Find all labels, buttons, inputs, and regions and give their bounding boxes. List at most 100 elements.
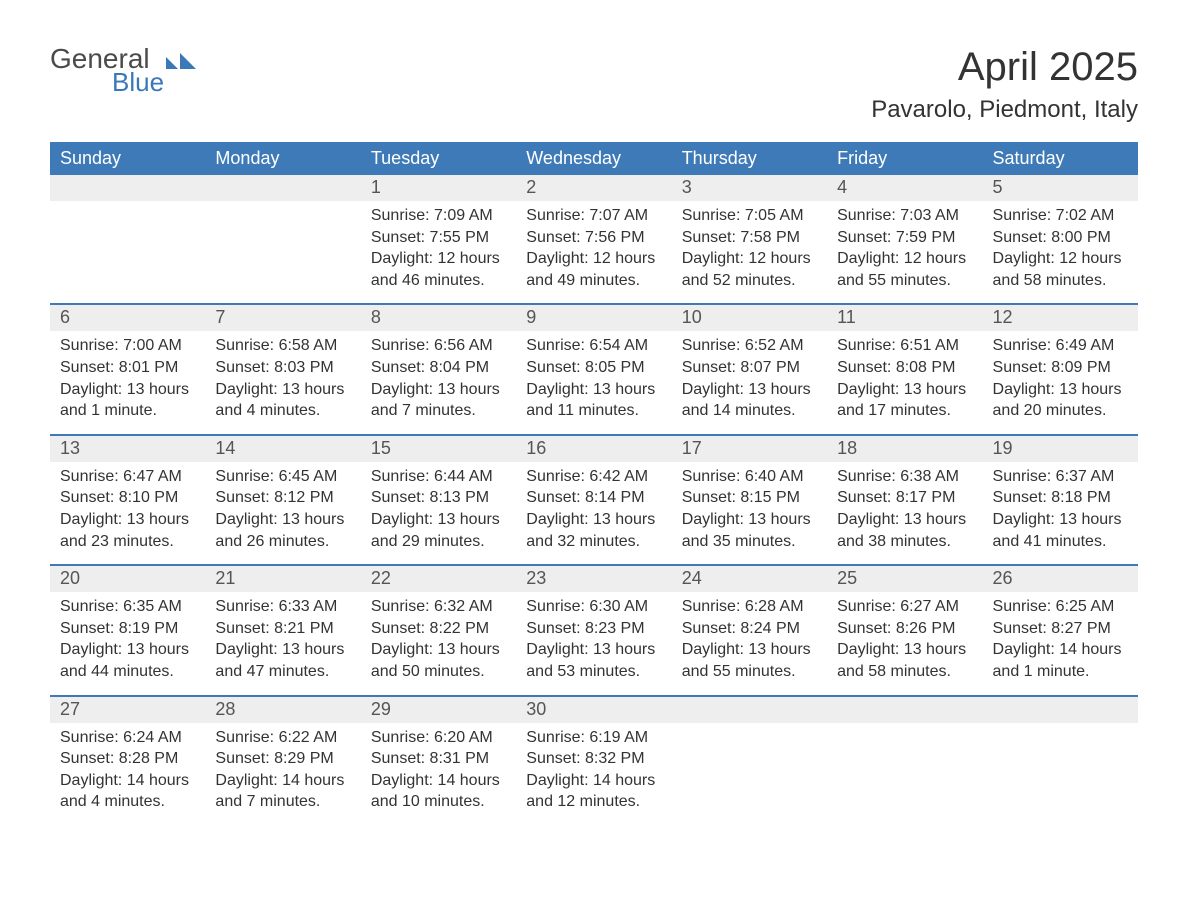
day-number: 5: [983, 175, 1138, 201]
day-details: Sunrise: 6:58 AMSunset: 8:03 PMDaylight:…: [205, 331, 360, 433]
day-cell: 1Sunrise: 7:09 AMSunset: 7:55 PMDaylight…: [361, 175, 516, 303]
day-details: Sunrise: 7:09 AMSunset: 7:55 PMDaylight:…: [361, 201, 516, 303]
day-details: Sunrise: 6:38 AMSunset: 8:17 PMDaylight:…: [827, 462, 982, 564]
weekday-header: Friday: [827, 142, 982, 175]
day-number: 15: [361, 436, 516, 462]
day-number: 8: [361, 305, 516, 331]
day-cell: 17Sunrise: 6:40 AMSunset: 8:15 PMDayligh…: [672, 436, 827, 564]
day-number: 19: [983, 436, 1138, 462]
day-cell: 11Sunrise: 6:51 AMSunset: 8:08 PMDayligh…: [827, 305, 982, 433]
day-details: Sunrise: 6:22 AMSunset: 8:29 PMDaylight:…: [205, 723, 360, 825]
day-cell: 16Sunrise: 6:42 AMSunset: 8:14 PMDayligh…: [516, 436, 671, 564]
day-details: Sunrise: 6:37 AMSunset: 8:18 PMDaylight:…: [983, 462, 1138, 564]
day-cell: 30Sunrise: 6:19 AMSunset: 8:32 PMDayligh…: [516, 697, 671, 825]
day-cell: [205, 175, 360, 303]
empty-day: [205, 175, 360, 201]
day-number: 14: [205, 436, 360, 462]
day-number: 29: [361, 697, 516, 723]
day-cell: 13Sunrise: 6:47 AMSunset: 8:10 PMDayligh…: [50, 436, 205, 564]
weekday-header: Thursday: [672, 142, 827, 175]
location-subtitle: Pavarolo, Piedmont, Italy: [871, 96, 1138, 124]
day-details: Sunrise: 6:52 AMSunset: 8:07 PMDaylight:…: [672, 331, 827, 433]
day-details: Sunrise: 6:54 AMSunset: 8:05 PMDaylight:…: [516, 331, 671, 433]
day-number: 1: [361, 175, 516, 201]
day-details: Sunrise: 6:45 AMSunset: 8:12 PMDaylight:…: [205, 462, 360, 564]
day-number: 30: [516, 697, 671, 723]
day-cell: 20Sunrise: 6:35 AMSunset: 8:19 PMDayligh…: [50, 566, 205, 694]
logo-word-blue: Blue: [112, 69, 164, 95]
empty-day: [983, 697, 1138, 723]
weekday-header: Wednesday: [516, 142, 671, 175]
day-number: 6: [50, 305, 205, 331]
day-details: Sunrise: 6:47 AMSunset: 8:10 PMDaylight:…: [50, 462, 205, 564]
day-cell: 9Sunrise: 6:54 AMSunset: 8:05 PMDaylight…: [516, 305, 671, 433]
weekday-header: Sunday: [50, 142, 205, 175]
day-number: 26: [983, 566, 1138, 592]
day-details: Sunrise: 6:20 AMSunset: 8:31 PMDaylight:…: [361, 723, 516, 825]
day-number: 9: [516, 305, 671, 331]
day-details: Sunrise: 6:24 AMSunset: 8:28 PMDaylight:…: [50, 723, 205, 825]
day-number: 22: [361, 566, 516, 592]
day-details: Sunrise: 6:25 AMSunset: 8:27 PMDaylight:…: [983, 592, 1138, 694]
day-cell: 10Sunrise: 6:52 AMSunset: 8:07 PMDayligh…: [672, 305, 827, 433]
weekday-header: Monday: [205, 142, 360, 175]
logo: General Blue: [50, 45, 196, 95]
day-cell: 2Sunrise: 7:07 AMSunset: 7:56 PMDaylight…: [516, 175, 671, 303]
day-cell: 4Sunrise: 7:03 AMSunset: 7:59 PMDaylight…: [827, 175, 982, 303]
calendar: SundayMondayTuesdayWednesdayThursdayFrid…: [50, 142, 1138, 825]
week-row: 1Sunrise: 7:09 AMSunset: 7:55 PMDaylight…: [50, 175, 1138, 303]
day-number: 7: [205, 305, 360, 331]
day-details: Sunrise: 6:51 AMSunset: 8:08 PMDaylight:…: [827, 331, 982, 433]
day-cell: 24Sunrise: 6:28 AMSunset: 8:24 PMDayligh…: [672, 566, 827, 694]
week-row: 6Sunrise: 7:00 AMSunset: 8:01 PMDaylight…: [50, 303, 1138, 433]
day-number: 4: [827, 175, 982, 201]
day-number: 27: [50, 697, 205, 723]
day-cell: 23Sunrise: 6:30 AMSunset: 8:23 PMDayligh…: [516, 566, 671, 694]
day-details: Sunrise: 7:03 AMSunset: 7:59 PMDaylight:…: [827, 201, 982, 303]
day-details: Sunrise: 7:07 AMSunset: 7:56 PMDaylight:…: [516, 201, 671, 303]
day-cell: 5Sunrise: 7:02 AMSunset: 8:00 PMDaylight…: [983, 175, 1138, 303]
day-details: Sunrise: 6:40 AMSunset: 8:15 PMDaylight:…: [672, 462, 827, 564]
day-cell: [983, 697, 1138, 825]
header: General Blue April 2025 Pavarolo, Piedmo…: [50, 45, 1138, 124]
day-cell: 21Sunrise: 6:33 AMSunset: 8:21 PMDayligh…: [205, 566, 360, 694]
week-row: 13Sunrise: 6:47 AMSunset: 8:10 PMDayligh…: [50, 434, 1138, 564]
week-row: 27Sunrise: 6:24 AMSunset: 8:28 PMDayligh…: [50, 695, 1138, 825]
day-number: 12: [983, 305, 1138, 331]
title-block: April 2025 Pavarolo, Piedmont, Italy: [871, 45, 1138, 124]
day-cell: [672, 697, 827, 825]
day-number: 28: [205, 697, 360, 723]
day-cell: 14Sunrise: 6:45 AMSunset: 8:12 PMDayligh…: [205, 436, 360, 564]
empty-day: [672, 697, 827, 723]
day-number: 24: [672, 566, 827, 592]
day-details: Sunrise: 6:44 AMSunset: 8:13 PMDaylight:…: [361, 462, 516, 564]
weekday-header: Saturday: [983, 142, 1138, 175]
logo-flag-icon: [166, 51, 196, 73]
empty-day: [50, 175, 205, 201]
day-number: 3: [672, 175, 827, 201]
day-details: Sunrise: 6:19 AMSunset: 8:32 PMDaylight:…: [516, 723, 671, 825]
day-details: Sunrise: 6:30 AMSunset: 8:23 PMDaylight:…: [516, 592, 671, 694]
empty-day: [827, 697, 982, 723]
day-details: Sunrise: 7:02 AMSunset: 8:00 PMDaylight:…: [983, 201, 1138, 303]
day-details: Sunrise: 6:35 AMSunset: 8:19 PMDaylight:…: [50, 592, 205, 694]
day-cell: 3Sunrise: 7:05 AMSunset: 7:58 PMDaylight…: [672, 175, 827, 303]
month-title: April 2025: [871, 45, 1138, 90]
day-details: Sunrise: 6:33 AMSunset: 8:21 PMDaylight:…: [205, 592, 360, 694]
day-cell: 15Sunrise: 6:44 AMSunset: 8:13 PMDayligh…: [361, 436, 516, 564]
day-cell: 12Sunrise: 6:49 AMSunset: 8:09 PMDayligh…: [983, 305, 1138, 433]
weekday-header: Tuesday: [361, 142, 516, 175]
day-number: 25: [827, 566, 982, 592]
day-details: Sunrise: 6:28 AMSunset: 8:24 PMDaylight:…: [672, 592, 827, 694]
day-number: 18: [827, 436, 982, 462]
day-details: Sunrise: 6:42 AMSunset: 8:14 PMDaylight:…: [516, 462, 671, 564]
day-number: 11: [827, 305, 982, 331]
day-cell: 8Sunrise: 6:56 AMSunset: 8:04 PMDaylight…: [361, 305, 516, 433]
day-cell: 6Sunrise: 7:00 AMSunset: 8:01 PMDaylight…: [50, 305, 205, 433]
day-cell: [827, 697, 982, 825]
day-number: 23: [516, 566, 671, 592]
day-number: 20: [50, 566, 205, 592]
day-details: Sunrise: 6:49 AMSunset: 8:09 PMDaylight:…: [983, 331, 1138, 433]
day-cell: 22Sunrise: 6:32 AMSunset: 8:22 PMDayligh…: [361, 566, 516, 694]
day-number: 10: [672, 305, 827, 331]
